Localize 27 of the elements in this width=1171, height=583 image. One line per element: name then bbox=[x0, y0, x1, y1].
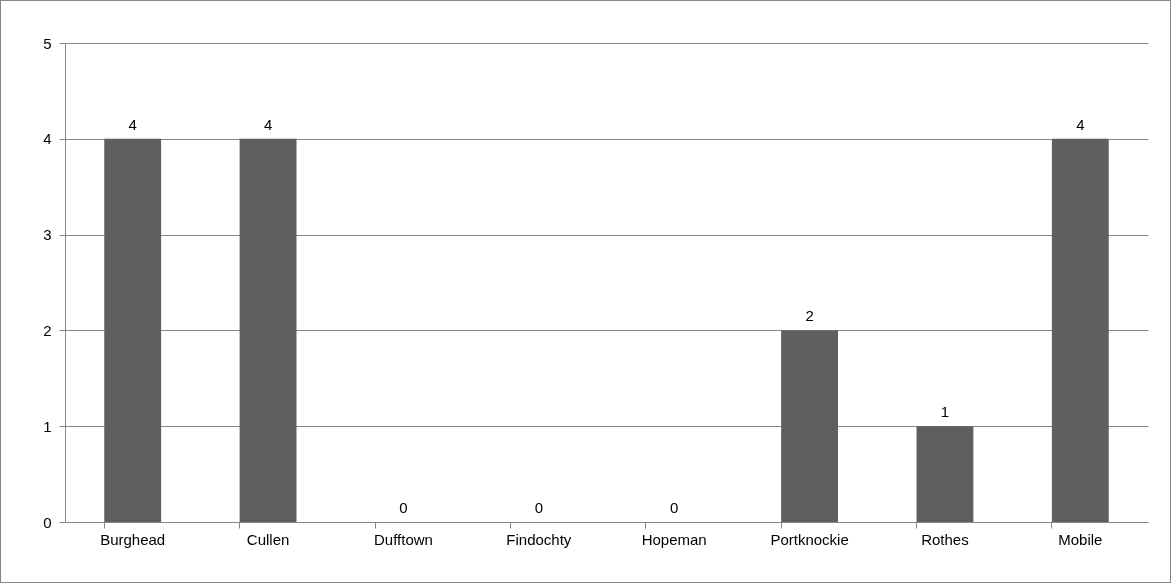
y-tick-label: 4 bbox=[43, 130, 52, 148]
bar bbox=[104, 138, 162, 522]
y-tick-label: 2 bbox=[43, 321, 52, 339]
data-label: 1 bbox=[940, 403, 950, 421]
bar bbox=[916, 426, 974, 522]
x-tick-label: Mobile bbox=[1058, 530, 1103, 548]
data-label: 2 bbox=[805, 307, 814, 325]
data-label: 0 bbox=[670, 499, 679, 516]
y-tick-label: 5 bbox=[43, 34, 52, 52]
x-tick-label: Burghead bbox=[100, 530, 166, 548]
data-label: 0 bbox=[399, 499, 408, 516]
y-tick-label: 3 bbox=[43, 226, 52, 244]
bar bbox=[239, 138, 297, 522]
data-label: 4 bbox=[263, 115, 273, 133]
y-tick-label: 0 bbox=[43, 513, 52, 531]
data-label: 4 bbox=[1076, 115, 1085, 133]
x-tick-label: Hopeman bbox=[641, 530, 707, 548]
data-label: 0 bbox=[534, 499, 543, 516]
bar bbox=[1051, 138, 1109, 522]
x-tick-label: Findochty bbox=[506, 530, 572, 548]
x-tick-label: Dufftown bbox=[373, 530, 433, 548]
x-tick-label: Rothes bbox=[921, 530, 969, 548]
bar bbox=[781, 330, 838, 522]
x-tick-label: Portknockie bbox=[770, 530, 849, 548]
data-label: 4 bbox=[128, 115, 137, 133]
y-tick-label: 1 bbox=[43, 417, 52, 435]
x-tick-label: Cullen bbox=[246, 530, 290, 548]
